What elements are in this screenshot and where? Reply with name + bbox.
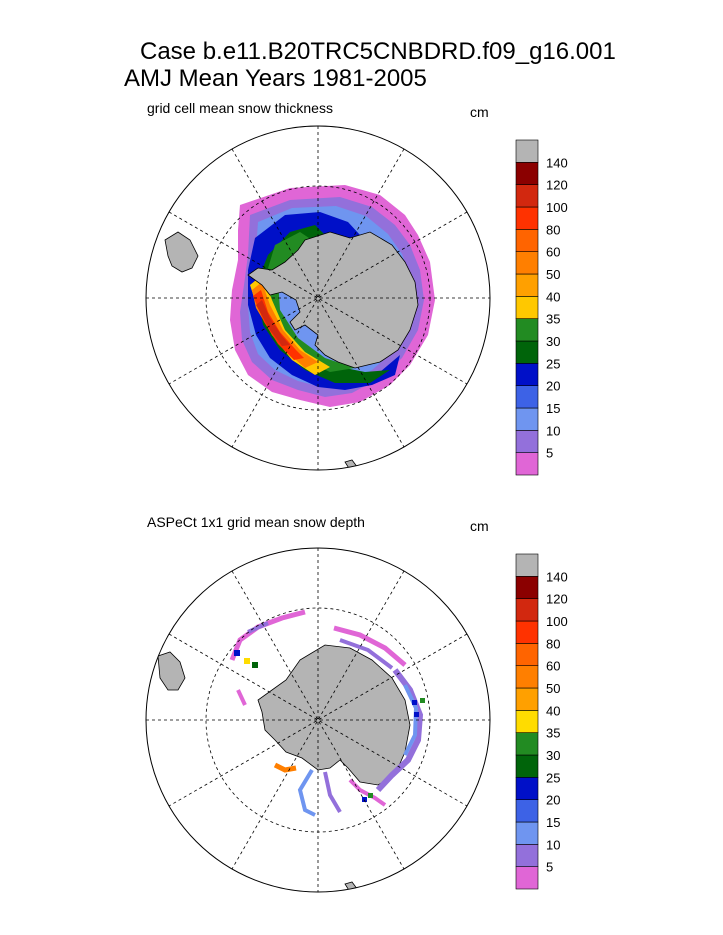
panel-2-antarctica xyxy=(257,644,411,786)
colorbar-tick-label: 15 xyxy=(546,401,560,416)
panel-2-graticule xyxy=(146,548,490,892)
panel-2-south-america xyxy=(157,651,186,691)
colorbar-swatch xyxy=(515,273,539,297)
colorbar-tick-label: 80 xyxy=(546,222,560,237)
colorbar-swatch xyxy=(515,777,539,800)
panel-2-observations xyxy=(229,609,425,817)
colorbar-tick-label: 20 xyxy=(546,793,560,808)
colorbar-swatch xyxy=(515,162,539,185)
colorbar-swatch xyxy=(515,363,539,386)
colorbar-tick-label: 10 xyxy=(546,837,560,852)
colorbar-tick-label: 25 xyxy=(546,770,560,785)
panel-1-band-80cm xyxy=(253,290,304,360)
colorbar-swatch xyxy=(515,821,539,845)
colorbar-swatch xyxy=(515,754,539,778)
colorbar-tick-label: 80 xyxy=(546,636,560,651)
colorbar-swatch xyxy=(515,184,539,208)
colorbar-tick-label: 10 xyxy=(546,423,560,438)
colorbar-swatch xyxy=(515,866,539,890)
colorbar-tick-label: 60 xyxy=(546,245,560,260)
colorbar-swatch xyxy=(515,687,539,711)
colorbar-tick-label: 60 xyxy=(546,659,560,674)
colorbar-swatch xyxy=(515,139,539,163)
colorbar-tick-label: 100 xyxy=(546,614,568,629)
figure-title-line-1: Case b.e11.B20TRC5CNBDRD.f09_g16.001 xyxy=(140,38,616,65)
colorbar-tick-label: 40 xyxy=(546,289,560,304)
colorbar-tick-label: 50 xyxy=(546,267,560,282)
colorbar-tick-label: 25 xyxy=(546,356,560,371)
colorbar-swatch xyxy=(515,407,539,431)
colorbar-tick-label: 120 xyxy=(546,592,568,607)
panel-1-map xyxy=(145,125,491,471)
colorbar-swatch xyxy=(515,452,539,476)
panel-1-antarctica xyxy=(247,231,419,369)
colorbar-swatch xyxy=(515,643,539,666)
colorbar-tick-label: 20 xyxy=(546,379,560,394)
panel-2-map xyxy=(145,547,491,893)
panel-1-title: grid cell mean snow thickness xyxy=(147,100,333,116)
panel-2-colorbar: 5 10 15 20 25 30 35 40 50 60 80 100 120 140 xyxy=(515,553,568,890)
panel-1-colorbar: 5 10 15 20 25 30 35 40 50 60 80 100 120 140 xyxy=(515,139,568,476)
colorbar-swatch xyxy=(515,296,539,319)
figure-title-line-2: AMJ Mean Years 1981-2005 xyxy=(124,65,427,92)
colorbar-swatch xyxy=(515,844,539,867)
colorbar-swatch xyxy=(515,710,539,733)
panel-2-island-1 xyxy=(344,881,359,892)
colorbar-swatch xyxy=(515,430,539,453)
panel-1-band-60cm xyxy=(252,282,318,368)
colorbar-swatch xyxy=(515,576,539,599)
colorbar-tick-label: 30 xyxy=(546,748,560,763)
colorbar-swatch xyxy=(515,620,539,644)
colorbar-swatch xyxy=(515,318,539,342)
colorbar-tick-label: 30 xyxy=(546,334,560,349)
colorbar-swatch xyxy=(515,799,539,823)
panel-1-units: cm xyxy=(470,104,489,120)
colorbar-tick-label: 40 xyxy=(546,703,560,718)
panel-1-island-1 xyxy=(344,459,359,470)
colorbar-swatch xyxy=(515,598,539,622)
panel-2-units: cm xyxy=(470,518,489,534)
colorbar-swatch xyxy=(515,553,539,577)
panel-1-map-border xyxy=(145,125,491,471)
colorbar-tick-label: 50 xyxy=(546,681,560,696)
panel-1-south-america xyxy=(164,231,199,273)
colorbar-swatch xyxy=(515,732,539,756)
colorbar-tick-label: 35 xyxy=(546,726,560,741)
panel-1-band-120cm xyxy=(256,300,290,346)
colorbar-tick-label: 140 xyxy=(546,569,568,584)
colorbar-tick-label: 140 xyxy=(546,155,568,170)
colorbar-tick-label: 5 xyxy=(546,860,553,875)
colorbar-tick-label: 15 xyxy=(546,815,560,830)
panel-2-title: ASPeCt 1x1 grid mean snow depth xyxy=(147,514,365,530)
panel-1-graticule xyxy=(146,126,490,470)
colorbar-swatch xyxy=(515,251,539,275)
panel-2-map-border xyxy=(145,547,491,893)
colorbar-tick-label: 5 xyxy=(546,446,553,461)
colorbar-swatch xyxy=(515,665,539,689)
panel-1-band-40cm xyxy=(250,275,330,375)
colorbar-swatch xyxy=(515,340,539,364)
colorbar-tick-label: 100 xyxy=(546,200,568,215)
colorbar-tick-label: 35 xyxy=(546,312,560,327)
colorbar-tick-label: 120 xyxy=(546,178,568,193)
colorbar-swatch xyxy=(515,385,539,409)
colorbar-swatch xyxy=(515,229,539,252)
colorbar-swatch xyxy=(515,206,539,230)
